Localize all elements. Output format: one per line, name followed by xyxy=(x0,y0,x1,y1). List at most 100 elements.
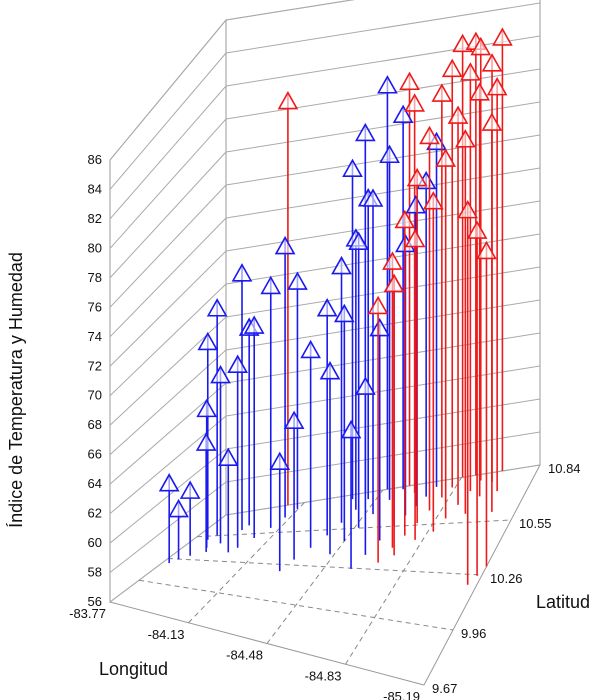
z-gridline-back xyxy=(225,200,541,252)
stem-arrowhead xyxy=(300,339,321,359)
stem-arrowhead xyxy=(287,271,308,290)
stem-arrowhead xyxy=(404,93,426,112)
z-tick-label: 82 xyxy=(88,211,102,226)
stem-arrowhead xyxy=(342,158,363,178)
z-gridline-back xyxy=(225,167,541,219)
x-gridline xyxy=(188,502,305,624)
stem-arrowhead xyxy=(195,432,217,451)
z-gridline-back xyxy=(225,431,541,483)
z-gridline-left xyxy=(109,151,227,279)
z-gridline-back xyxy=(225,332,541,384)
z-gridline-left xyxy=(109,217,227,338)
z-tick-label: 60 xyxy=(88,535,102,550)
stem-arrowhead xyxy=(369,317,391,337)
stem-arrowhead xyxy=(486,76,508,96)
stem-arrowhead xyxy=(333,303,355,323)
stem-arrowhead xyxy=(197,331,219,351)
stem-arrowhead xyxy=(210,364,231,384)
chart-stems xyxy=(158,27,513,585)
x-tick-label: -85.19 xyxy=(383,689,420,700)
x-tick-label: -84.13 xyxy=(148,627,185,642)
chart-labels: 56 58 60 62 64 66 68 70 72 74 76 78 80 82 84 86 -83.77 -8… xyxy=(69,152,580,700)
stem-arrowhead xyxy=(419,125,440,145)
z-tick-label: 86 xyxy=(88,152,102,167)
stem-arrowhead xyxy=(457,200,479,219)
stem-arrowhead xyxy=(348,231,370,250)
z-gridline-back xyxy=(225,101,541,153)
stem-arrowhead xyxy=(447,105,469,124)
stem-arrowhead xyxy=(454,129,476,148)
chart-walls xyxy=(109,0,541,603)
stem-arrowhead xyxy=(179,480,201,499)
z-tick-label: 58 xyxy=(88,565,102,580)
z-gridline-left xyxy=(109,250,227,367)
y-tick-label: 9.96 xyxy=(461,626,486,641)
stem-arrowhead xyxy=(158,473,180,492)
stem-arrowhead xyxy=(466,220,488,239)
z-gridline-back xyxy=(225,0,355,21)
z-tick-label: 72 xyxy=(88,358,102,373)
z-tick-label: 62 xyxy=(88,506,102,521)
z-gridline-left xyxy=(109,349,227,456)
stem-arrowhead xyxy=(392,104,414,123)
stem-arrowhead xyxy=(331,255,352,275)
stem-arrowhead xyxy=(206,298,228,317)
stem-arrowhead xyxy=(367,295,389,315)
stem-arrowhead xyxy=(382,251,403,270)
stem-arrowhead xyxy=(260,275,282,295)
z-gridline-back xyxy=(225,68,541,120)
stem-arrowhead xyxy=(319,361,341,380)
stem-arrowhead xyxy=(277,90,299,110)
stem-arrowhead xyxy=(435,148,457,167)
stem-arrowhead xyxy=(362,188,384,207)
z-gridline-back xyxy=(225,365,541,417)
z-tick-label: 76 xyxy=(88,299,102,314)
stem-arrowhead xyxy=(431,83,453,102)
z-gridline-left xyxy=(109,118,227,249)
stem-arrowhead xyxy=(168,498,189,518)
stem-arrowhead xyxy=(355,376,376,395)
stem-arrowhead xyxy=(394,209,416,229)
stem-arrowhead xyxy=(283,410,305,430)
z-gridline-back xyxy=(225,2,541,54)
stem-arrowhead xyxy=(481,112,503,131)
z-axis-title: Índice de Temperatura y Humedad xyxy=(6,252,26,528)
stem-arrowhead xyxy=(379,144,400,164)
stem-arrowhead xyxy=(492,27,513,46)
stem-arrowhead xyxy=(377,75,398,94)
stem-arrowhead xyxy=(399,71,420,91)
stem-arrowhead xyxy=(316,298,338,317)
z-tick-label: 68 xyxy=(88,417,102,432)
stem-arrowhead xyxy=(476,240,497,260)
z-gridline-left xyxy=(109,382,227,485)
x-tick-label: -84.83 xyxy=(305,668,342,683)
z-gridline-left xyxy=(109,52,227,190)
stem-arrowhead xyxy=(227,354,249,373)
stem-arrowhead xyxy=(217,447,239,467)
floor-edge-right xyxy=(423,464,541,686)
x-tick-label: -84.48 xyxy=(226,648,263,663)
z-tick-label: 78 xyxy=(88,270,102,285)
stem-arrowhead xyxy=(383,273,405,293)
z-gridline-left xyxy=(109,184,227,308)
x-axis-title: Longitud xyxy=(99,659,168,679)
z-gridline-left xyxy=(109,19,227,161)
z-tick-label: 80 xyxy=(88,240,102,255)
left-wall xyxy=(109,18,227,603)
stem-arrowhead xyxy=(404,228,426,248)
z-gridline-back xyxy=(225,266,541,318)
y-gridline xyxy=(138,579,454,631)
y-axis-title: Latitud xyxy=(536,592,590,612)
z-gridline-back xyxy=(225,233,541,285)
y-gridline xyxy=(167,558,483,576)
z-tick-label: 64 xyxy=(88,476,102,491)
stem-arrowhead xyxy=(481,53,503,72)
z-tick-label: 74 xyxy=(88,329,102,344)
stem-arrowhead xyxy=(406,167,428,187)
stem-arrowhead xyxy=(269,451,291,471)
stem-arrowhead xyxy=(405,195,427,214)
chart-floor xyxy=(109,464,541,686)
z-gridline-left xyxy=(109,415,227,514)
